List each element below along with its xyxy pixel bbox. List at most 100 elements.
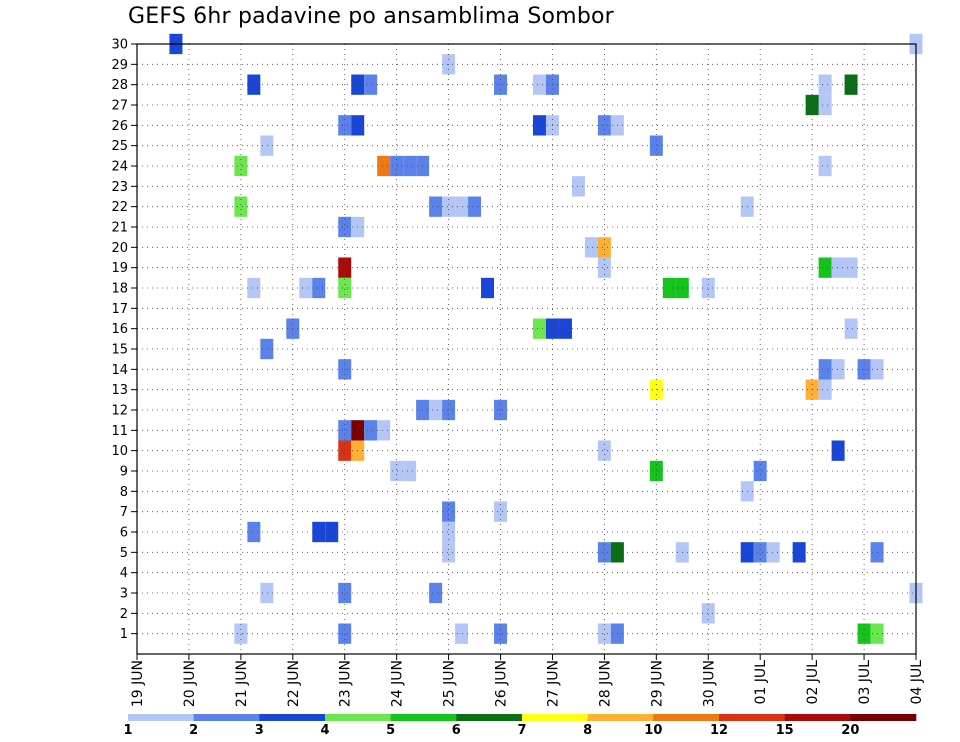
y-tick-label: 23 — [111, 180, 128, 195]
x-tick-label: 03 JUL — [857, 660, 873, 705]
y-tick-label: 1 — [120, 627, 128, 642]
heatmap-cell — [260, 338, 274, 360]
heatmap-cell — [455, 196, 469, 217]
heatmap-cell — [818, 94, 832, 116]
heatmap-cell — [442, 542, 456, 563]
y-tick-label: 20 — [111, 241, 128, 256]
heatmap-cell — [818, 74, 832, 95]
y-tick-label: 25 — [111, 139, 128, 154]
colorbar-label: 15 — [776, 723, 794, 738]
heatmap-cell — [299, 277, 313, 299]
y-tick-label: 28 — [111, 78, 128, 93]
cells-layer — [169, 33, 923, 644]
heatmap-cell — [364, 420, 378, 441]
x-tick-label: 30 JUN — [701, 660, 717, 707]
y-tick-label: 12 — [111, 404, 128, 419]
colorbar-label: 3 — [255, 723, 264, 738]
heatmap-cell — [338, 440, 352, 461]
colorbar-swatch — [128, 714, 194, 721]
heatmap-cell — [753, 542, 767, 563]
y-tick-label: 19 — [111, 261, 128, 276]
heatmap-cell — [455, 623, 469, 644]
heatmap-cell — [468, 196, 482, 217]
heatmap-cell — [377, 420, 391, 441]
colorbar-swatch — [522, 714, 588, 721]
x-tick-label: 24 JUN — [390, 660, 406, 707]
x-tick-label: 27 JUN — [545, 660, 561, 707]
heatmap-cell — [597, 623, 611, 644]
heatmap-cell — [584, 237, 598, 258]
heatmap-cell — [597, 542, 611, 563]
heatmap-cell — [494, 501, 508, 522]
heatmap-cell — [338, 257, 352, 278]
heatmap-cell — [831, 440, 845, 461]
heatmap-cell — [818, 359, 832, 380]
heatmap-cell — [649, 460, 663, 482]
colorbar-label: 2 — [189, 723, 198, 738]
heatmap-cell — [532, 115, 546, 136]
heatmap-cell — [766, 542, 780, 563]
heatmap-cell — [338, 623, 352, 644]
colorbar-label: 5 — [386, 723, 395, 738]
y-tick-label: 24 — [111, 160, 128, 175]
heatmap-cell — [831, 257, 845, 278]
heatmap-cell — [494, 623, 508, 644]
colorbar-swatch — [456, 714, 523, 721]
x-tick-label: 26 JUN — [494, 660, 510, 707]
y-tick-label: 8 — [120, 485, 128, 500]
x-tick-label: 19 JUN — [130, 660, 146, 707]
colorbar-swatch — [719, 714, 785, 721]
y-tick-label: 17 — [111, 302, 128, 317]
x-tick-label: 01 JUL — [753, 660, 769, 705]
heatmap-cell — [818, 379, 832, 400]
colorbar-label: 4 — [320, 723, 329, 738]
heatmap-cell — [753, 460, 767, 482]
heatmap-cell — [338, 420, 352, 441]
y-tick-label: 10 — [111, 444, 128, 459]
heatmap-cell — [442, 521, 456, 543]
x-tick-label: 20 JUN — [182, 660, 198, 707]
heatmap-cell — [247, 74, 261, 95]
heatmap-cell — [338, 582, 352, 604]
colorbar-swatch — [259, 714, 326, 721]
colorbar-label: 20 — [841, 723, 859, 738]
y-tick-label: 30 — [111, 38, 128, 53]
heatmap-cell — [338, 115, 352, 136]
heatmap-cell — [260, 135, 274, 156]
heatmap-cell — [403, 460, 417, 482]
y-tick-label: 16 — [111, 322, 128, 337]
y-tick-label: 3 — [120, 587, 128, 602]
y-tick-label: 18 — [111, 282, 128, 297]
heatmap-cell — [429, 196, 443, 217]
heatmap-cell — [597, 440, 611, 461]
heatmap-cell — [442, 501, 456, 522]
heatmap-cell — [312, 277, 326, 299]
heatmap-cell — [532, 74, 546, 95]
y-tick-label: 5 — [120, 546, 128, 561]
heatmap-cell — [597, 115, 611, 136]
x-tick-label: 04 JUL — [909, 660, 925, 705]
heatmap-cell — [429, 399, 443, 421]
heatmap-cell — [831, 359, 845, 380]
heatmap-cell — [338, 216, 352, 238]
chart-title: GEFS 6hr padavine po ansamblima Sombor — [128, 4, 614, 29]
heatmap-cell — [701, 603, 715, 624]
y-tick-label: 14 — [111, 363, 128, 378]
colorbar: 1 2 3 4 5 6 7 8 10 12 15 20 — [123, 714, 917, 738]
y-tick-label: 4 — [120, 566, 128, 581]
heatmap-cell — [338, 277, 352, 299]
colorbar-label: 12 — [710, 723, 728, 738]
y-tick-label: 13 — [111, 383, 128, 398]
heatmap-cell — [597, 237, 611, 258]
heatmap-cell — [390, 155, 404, 177]
y-tick-label: 26 — [111, 119, 128, 134]
y-tick-label: 6 — [120, 526, 128, 541]
heatmap-cell — [312, 521, 326, 543]
heatmap-cell — [649, 135, 663, 156]
colorbar-label: 8 — [583, 723, 592, 738]
y-tick-label: 27 — [111, 99, 128, 114]
y-tick-label: 21 — [111, 221, 128, 236]
x-tick-label: 25 JUN — [442, 660, 458, 707]
heatmap-cell — [234, 155, 248, 177]
